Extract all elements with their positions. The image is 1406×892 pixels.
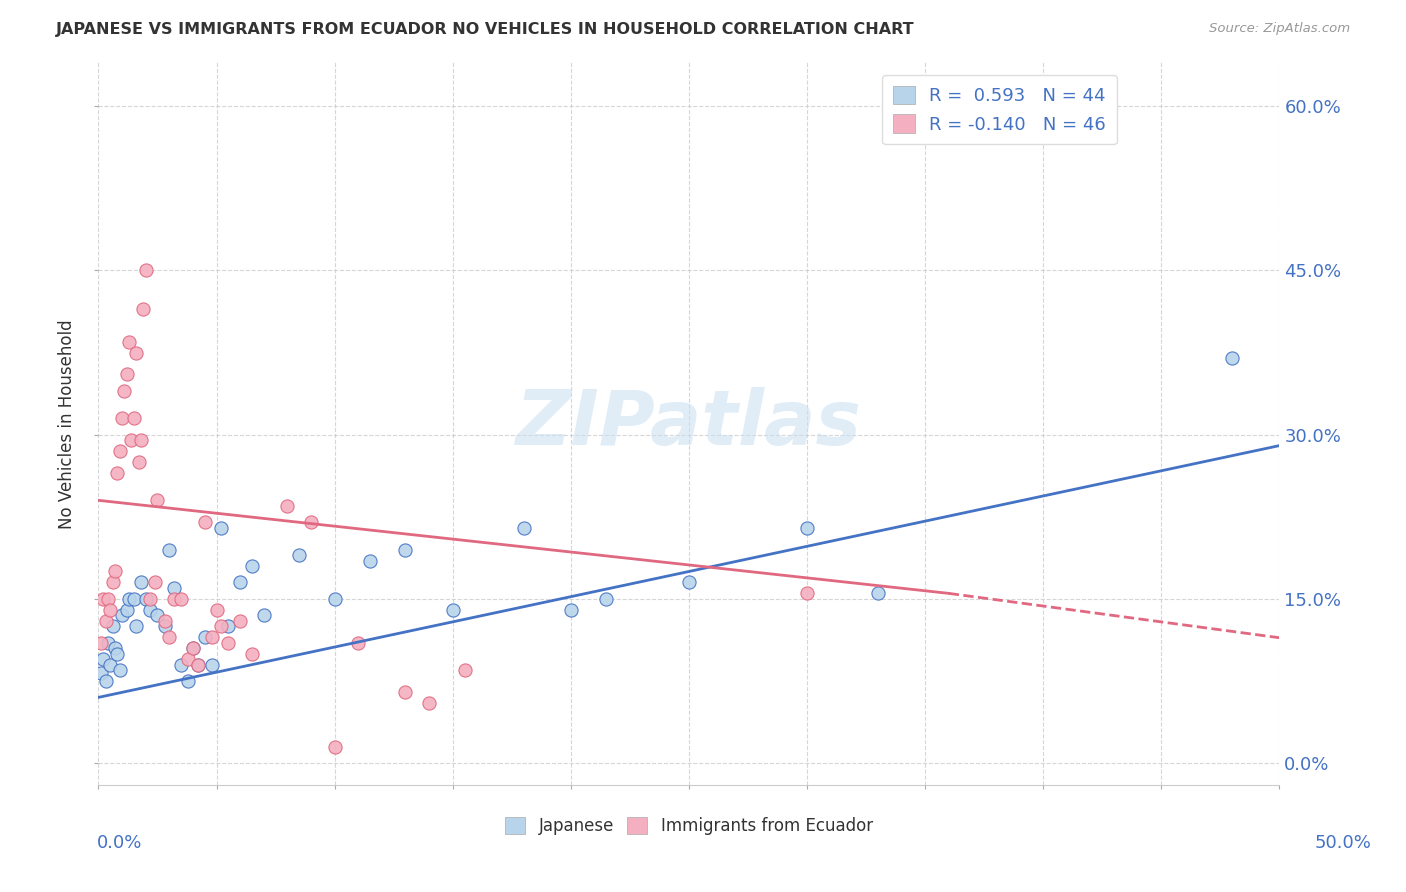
Point [595,591,617,606]
Point [217,635,239,649]
Point [121,433,143,447]
Point [94,673,117,688]
Point [177,673,200,688]
Point [177,652,200,666]
Point [111,411,134,425]
Point [115,368,138,382]
Point [115,603,138,617]
Point [796,521,818,535]
Point [90,635,112,649]
Point [153,619,176,633]
Point [678,575,700,590]
Text: Source: ZipAtlas.com: Source: ZipAtlas.com [1209,22,1350,36]
Point [347,635,370,649]
Point [143,575,166,590]
Point [135,263,157,277]
Point [253,608,276,623]
Point [205,603,228,617]
Point [276,499,298,513]
Point [194,630,217,644]
Point [866,586,889,600]
Point [163,591,186,606]
Point [105,466,128,480]
Point [97,635,120,649]
Point [194,515,217,529]
Point [560,603,582,617]
Point [94,614,117,628]
Point [128,455,150,469]
Point [453,663,475,677]
Point [187,657,209,672]
Point [796,586,818,600]
Point [139,603,162,617]
Point [187,657,209,672]
Point [1362,739,1385,754]
Legend: Japanese, Immigrants from Ecuador: Japanese, Immigrants from Ecuador [499,810,879,842]
Point [323,739,346,754]
Point [209,521,232,535]
Text: ZIPatlas: ZIPatlas [516,387,862,460]
Text: JAPANESE VS IMMIGRANTS FROM ECUADOR NO VEHICLES IN HOUSEHOLD CORRELATION CHART: JAPANESE VS IMMIGRANTS FROM ECUADOR NO V… [56,22,915,37]
Point [108,444,131,458]
Point [132,301,155,316]
Point [299,515,322,529]
Point [135,591,157,606]
Point [90,666,112,681]
Point [229,614,252,628]
Point [122,591,145,606]
Point [153,614,176,628]
Point [418,696,440,710]
Point [394,542,416,557]
Point [157,630,180,644]
Point [91,591,114,606]
Point [1220,351,1243,365]
Point [104,641,127,656]
Point [108,663,131,677]
Point [201,657,224,672]
Point [139,591,162,606]
Y-axis label: No Vehicles in Household: No Vehicles in Household [58,318,76,529]
Point [441,603,464,617]
Point [512,521,534,535]
Point [129,575,152,590]
Point [288,548,311,562]
Point [394,685,416,699]
Point [201,630,224,644]
Point [129,433,152,447]
Point [240,559,263,574]
Point [240,647,263,661]
Point [229,575,252,590]
Point [146,493,169,508]
Point [91,652,114,666]
Point [323,591,346,606]
Point [157,542,180,557]
Text: 50.0%: 50.0% [1315,834,1371,852]
Point [118,591,141,606]
Point [125,345,148,359]
Point [118,334,141,349]
Point [122,411,145,425]
Point [101,619,124,633]
Point [163,581,186,595]
Text: 0.0%: 0.0% [97,834,142,852]
Point [105,647,128,661]
Point [170,591,193,606]
Point [146,608,169,623]
Point [217,619,239,633]
Point [359,553,381,567]
Point [98,657,121,672]
Point [101,575,124,590]
Point [181,641,204,656]
Point [111,608,134,623]
Point [98,603,121,617]
Point [170,657,193,672]
Point [209,619,232,633]
Point [125,619,148,633]
Point [181,641,204,656]
Point [104,565,127,579]
Point [112,384,135,398]
Point [97,591,120,606]
